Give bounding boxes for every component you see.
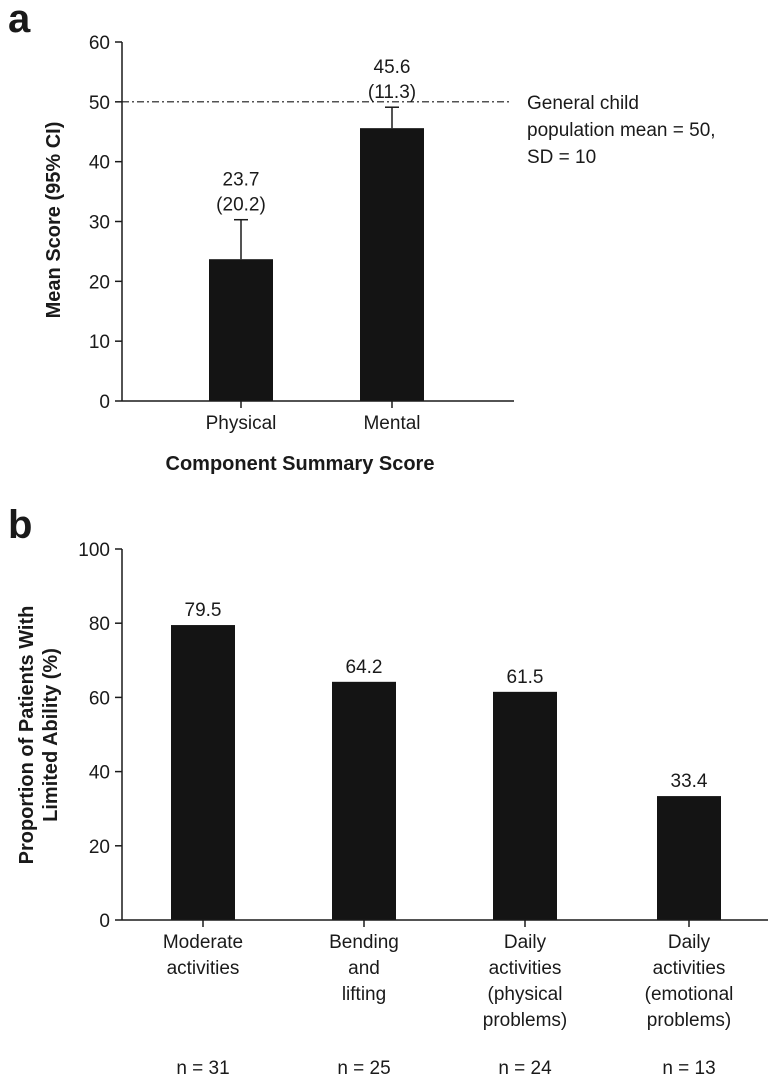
panel-b-x-tick-label: lifting: [342, 984, 386, 1005]
panel-b-x-tick-label: (physical: [488, 984, 563, 1005]
panel-b-y-axis-title-line: Proportion of Patients With: [16, 606, 38, 865]
panel-b-x-tick-label: problems): [647, 1010, 731, 1031]
panel-a-value-label: 45.6: [374, 57, 411, 78]
panel-b-x-tick-label: problems): [483, 1010, 567, 1031]
panel-a-reference-line-label: population mean = 50,: [527, 120, 716, 141]
panel-b: b 0 20 40 60 80 100 79.5 64.2 61.5 33.4 Moderate…: [8, 503, 768, 1079]
panel-b-bars: 79.5 64.2 61.5 33.4: [171, 600, 721, 920]
panel-a-y-tick-label: 20: [89, 272, 110, 293]
panel-a-reference-line-label: SD = 10: [527, 147, 596, 168]
panel-b-x-tick-label: Daily: [504, 932, 547, 953]
panel-b-value-label: 64.2: [346, 657, 383, 678]
panel-b-value-label: 61.5: [507, 667, 544, 688]
panel-a-y-tick-label: 40: [89, 153, 110, 174]
panel-a-y-tick-label: 50: [89, 93, 110, 114]
panel-b-bar: [657, 796, 721, 920]
panel-a-sd-label: (11.3): [368, 82, 416, 103]
panel-a-y-tick-label: 30: [89, 213, 110, 234]
panel-b-y-tick-label: 100: [78, 540, 110, 561]
panel-a-y-tick-label: 60: [89, 33, 110, 54]
panel-b-x-tick-label: Bending: [329, 932, 399, 953]
panel-a: a 0 10 20 30 40 50 60 23.7 (20.2) 45.6 (11.3) Phy…: [8, 0, 716, 475]
panel-b-n-label: n = 13: [662, 1058, 715, 1079]
panel-b-y-tick-label: 20: [89, 837, 110, 858]
panel-a-reference-line-label: General child: [527, 93, 639, 114]
panel-b-x-tick-label: and: [348, 958, 380, 979]
panel-b-y-tick-label: 60: [89, 688, 110, 709]
panel-b-x-tick-label: Daily: [668, 932, 711, 953]
panel-b-x-tick-label: activities: [653, 958, 726, 979]
panel-b-y-axis-title-line: Limited Ability (%): [40, 648, 62, 822]
panel-a-y-tick-label: 10: [89, 332, 110, 353]
panel-b-bar: [332, 681, 396, 920]
panel-b-n-label: n = 24: [498, 1058, 552, 1079]
panel-a-bars: 23.7 (20.2) 45.6 (11.3): [209, 57, 424, 401]
panel-b-x-tick-label: Moderate: [163, 932, 243, 953]
panel-a-bar: [360, 128, 424, 401]
panel-b-n-label: n = 25: [337, 1058, 390, 1079]
panel-a-x-tick-label: Mental: [363, 413, 420, 434]
panel-a-sd-label: (20.2): [216, 195, 266, 216]
panel-b-y-tick-label: 0: [99, 911, 110, 932]
panel-b-value-label: 33.4: [671, 771, 708, 792]
panel-b-x-tick-label: activities: [167, 958, 240, 979]
panel-b-y-tick-label: 80: [89, 614, 110, 635]
panel-a-letter: a: [8, 0, 31, 41]
panel-a-reference-line: General child population mean = 50, SD = 1…: [122, 93, 716, 168]
panel-b-y-axis: 0 20 40 60 80 100: [78, 540, 123, 932]
panel-a-y-axis-title: Mean Score (95% CI): [43, 122, 65, 319]
panel-b-y-tick-label: 40: [89, 763, 110, 784]
panel-b-bar: [493, 691, 557, 920]
panel-b-x-tick-label: activities: [489, 958, 562, 979]
panel-a-x-tick-label: Physical: [206, 413, 277, 434]
panel-a-value-label: 23.7: [223, 170, 260, 191]
panel-a-x-axis-title: Component Summary Score: [166, 453, 435, 475]
panel-b-letter: b: [8, 503, 32, 547]
panel-a-bar: [209, 259, 273, 401]
panel-b-x-axis: Moderate activities n = 31 Bending and liftin…: [122, 919, 768, 1079]
panel-a-y-tick-label: 0: [99, 392, 110, 413]
panel-b-x-tick-label: (emotional: [645, 984, 734, 1005]
panel-a-x-axis: Physical Mental: [122, 400, 514, 434]
panel-a-y-axis: 0 10 20 30 40 50 60: [89, 33, 123, 413]
panel-b-bar: [171, 625, 235, 920]
panel-b-value-label: 79.5: [185, 600, 222, 621]
panel-b-y-axis-title: Proportion of Patients With Limited Abili…: [16, 606, 62, 865]
panel-b-n-label: n = 31: [176, 1058, 229, 1079]
